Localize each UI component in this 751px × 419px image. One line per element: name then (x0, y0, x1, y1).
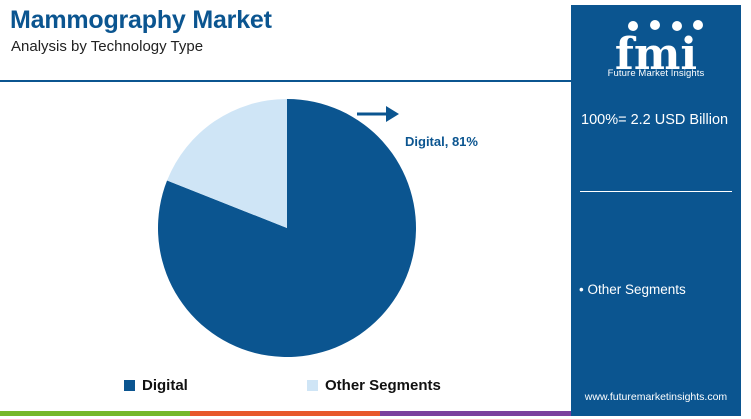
chart-legend: Digital Other Segments (0, 377, 571, 397)
data-label-digital: Digital, 81% (405, 134, 478, 149)
page-subtitle: Analysis by Technology Type (11, 38, 204, 55)
legend-label-digital: Digital (142, 377, 188, 394)
logo-icons (628, 20, 703, 31)
market-total: 100%= 2.2 USD Billion (581, 112, 729, 128)
pie-slice-other-segments (167, 99, 287, 228)
sidebar-panel: fmi Future Market Insights 100%= 2.2 USD… (571, 5, 741, 411)
logo-caption: Future Market Insights (607, 68, 705, 79)
pie-chart (158, 99, 417, 357)
stripe-segment-blue (571, 411, 741, 416)
stripe-segment-purple (380, 411, 571, 416)
stripe-segment-orange (190, 411, 380, 416)
page-title: Mammography Market (10, 6, 272, 34)
pie-slices (158, 99, 417, 357)
sidebar-segment-item: • Other Segments (579, 282, 686, 297)
callout-arrow (357, 106, 399, 122)
sidebar-divider (580, 191, 732, 192)
stripe-segment-green (0, 411, 190, 416)
legend-swatch-digital (124, 380, 135, 391)
fmi-logo: fmi (615, 20, 703, 80)
legend-item-other-segments: Other Segments (307, 377, 441, 394)
legend-item-digital: Digital (124, 377, 188, 394)
title-divider (0, 80, 571, 82)
logo-letters: fmi (615, 29, 697, 80)
website-link[interactable]: www.futuremarketinsights.com (584, 391, 728, 403)
legend-swatch-other-segments (307, 380, 318, 391)
legend-label-other-segments: Other Segments (325, 377, 441, 394)
